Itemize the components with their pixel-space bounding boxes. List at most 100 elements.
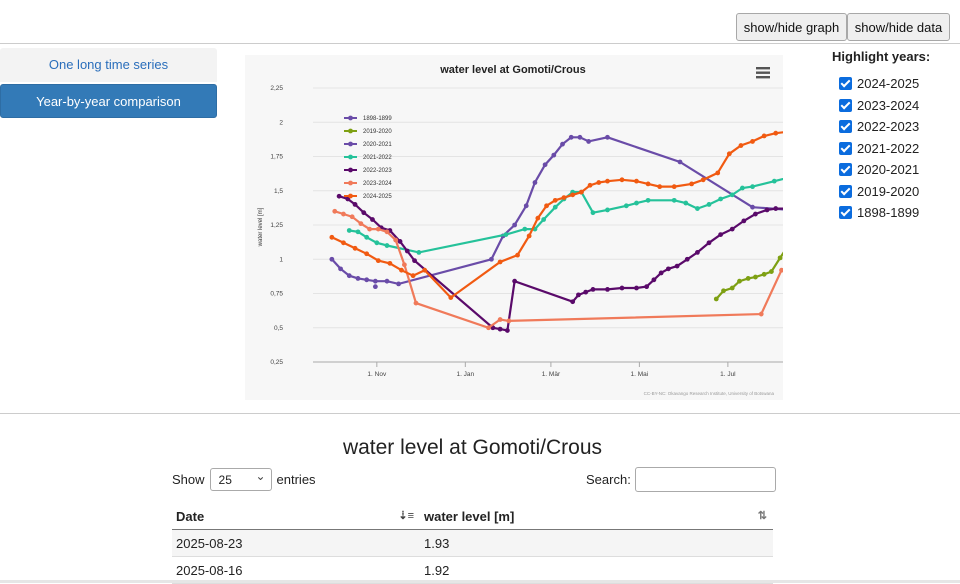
data-point: [700, 177, 706, 183]
data-point: [651, 277, 657, 283]
data-table: Date ⇣≡ water level [m] ⇅ 2025-08-23 1.9…: [172, 503, 773, 584]
show-hide-graph-button[interactable]: show/hide graph: [736, 13, 847, 41]
highlight-year-option[interactable]: 2022-2023: [839, 116, 930, 138]
data-point: [677, 159, 683, 165]
legend-item[interactable]: 2023-2024: [344, 180, 392, 187]
data-point: [658, 270, 664, 276]
legend-item[interactable]: 2024-2025: [344, 193, 392, 200]
legend-label: 2024-2025: [363, 194, 392, 200]
data-point: [448, 295, 454, 301]
data-point: [497, 326, 503, 332]
highlight-year-option[interactable]: 2024-2025: [839, 73, 930, 95]
data-point: [401, 262, 407, 268]
highlight-year-option[interactable]: 2020-2021: [839, 159, 930, 181]
nav-one-long-time-series[interactable]: One long time series: [0, 48, 217, 82]
sort-desc-icon: ⇣≡: [398, 510, 414, 522]
highlight-year-label: 2023-2024: [857, 97, 920, 113]
water-level-chart: water level at Gomoti/Crous water level …: [258, 64, 866, 396]
series-1898-1899: [329, 134, 857, 287]
checkbox[interactable]: [839, 184, 852, 198]
nav-year-by-year-comparison[interactable]: Year-by-year comparison: [0, 84, 217, 118]
data-point: [552, 197, 558, 203]
data-point: [412, 258, 417, 264]
series-2024-2025: [329, 129, 790, 301]
column-header-date[interactable]: Date ⇣≡: [172, 503, 420, 530]
data-point: [374, 240, 380, 246]
data-point: [605, 286, 610, 292]
data-point: [695, 206, 700, 211]
search-label: Search:: [586, 472, 631, 487]
data-point: [542, 162, 548, 168]
data-point: [644, 284, 650, 290]
highlight-year-label: 2021-2022: [857, 140, 920, 156]
show-hide-data-button[interactable]: show/hide data: [847, 13, 950, 41]
data-point: [329, 256, 335, 262]
data-point: [535, 215, 541, 221]
data-point: [683, 200, 689, 206]
data-point: [384, 229, 390, 235]
checkbox[interactable]: [839, 141, 852, 155]
data-point: [552, 204, 558, 210]
data-point: [657, 184, 663, 190]
series-line: [331, 136, 855, 286]
data-point: [346, 228, 352, 233]
highlight-year-option[interactable]: 2019-2020: [839, 181, 930, 203]
data-point: [750, 184, 755, 190]
cell-water-level: 1.93: [420, 529, 773, 557]
checkbox[interactable]: [839, 98, 852, 112]
data-point: [771, 178, 777, 184]
checkbox[interactable]: [839, 206, 852, 220]
checkbox[interactable]: [839, 163, 852, 177]
data-point: [541, 217, 547, 222]
data-point: [674, 263, 680, 269]
data-point: [384, 278, 390, 284]
menu-icon[interactable]: [756, 67, 770, 79]
data-point: [497, 259, 503, 265]
legend-item[interactable]: 1898-1899: [344, 115, 392, 122]
data-point: [741, 218, 747, 224]
legend-marker: [348, 128, 353, 134]
data-point: [364, 277, 370, 283]
entries-label: entries: [276, 472, 316, 487]
data-point: [726, 151, 732, 157]
data-point: [332, 208, 338, 214]
data-point: [623, 203, 629, 209]
data-point: [738, 143, 744, 148]
highlight-year-option[interactable]: 1898-1899: [839, 202, 930, 224]
data-point: [619, 285, 625, 291]
legend-item[interactable]: 2020-2021: [344, 141, 392, 148]
data-point: [777, 255, 783, 261]
data-point: [375, 226, 381, 232]
highlight-year-label: 1898-1899: [857, 205, 920, 221]
data-point: [764, 207, 770, 213]
data-point: [568, 134, 574, 140]
y-axis-label: water level [m]: [258, 207, 264, 247]
data-point: [512, 222, 518, 228]
data-point: [577, 134, 583, 140]
highlight-year-option[interactable]: 2023-2024: [839, 95, 930, 117]
data-point: [729, 226, 735, 232]
data-point: [761, 271, 767, 277]
x-tick-label: 1. Jan: [456, 371, 474, 378]
x-tick-label: 1. Nov: [367, 371, 387, 378]
data-point: [718, 196, 724, 202]
data-point: [515, 252, 520, 258]
search-input[interactable]: [634, 467, 776, 492]
data-point: [583, 289, 589, 295]
legend-item[interactable]: 2022-2023: [344, 167, 392, 174]
data-point: [758, 311, 764, 317]
data-point: [695, 250, 700, 255]
data-point: [396, 281, 401, 287]
legend-marker: [348, 167, 353, 173]
entries-select[interactable]: 25: [209, 465, 272, 491]
data-point: [634, 285, 639, 291]
data-point: [506, 318, 512, 324]
checkbox[interactable]: [839, 120, 852, 134]
data-point: [684, 256, 690, 262]
data-point: [364, 234, 370, 240]
column-header-water-level[interactable]: water level [m] ⇅: [420, 503, 773, 530]
legend-item[interactable]: 2019-2020: [344, 128, 392, 135]
highlight-year-option[interactable]: 2021-2022: [839, 138, 930, 160]
checkbox[interactable]: [839, 77, 852, 91]
legend-item[interactable]: 2021-2022: [344, 154, 392, 161]
